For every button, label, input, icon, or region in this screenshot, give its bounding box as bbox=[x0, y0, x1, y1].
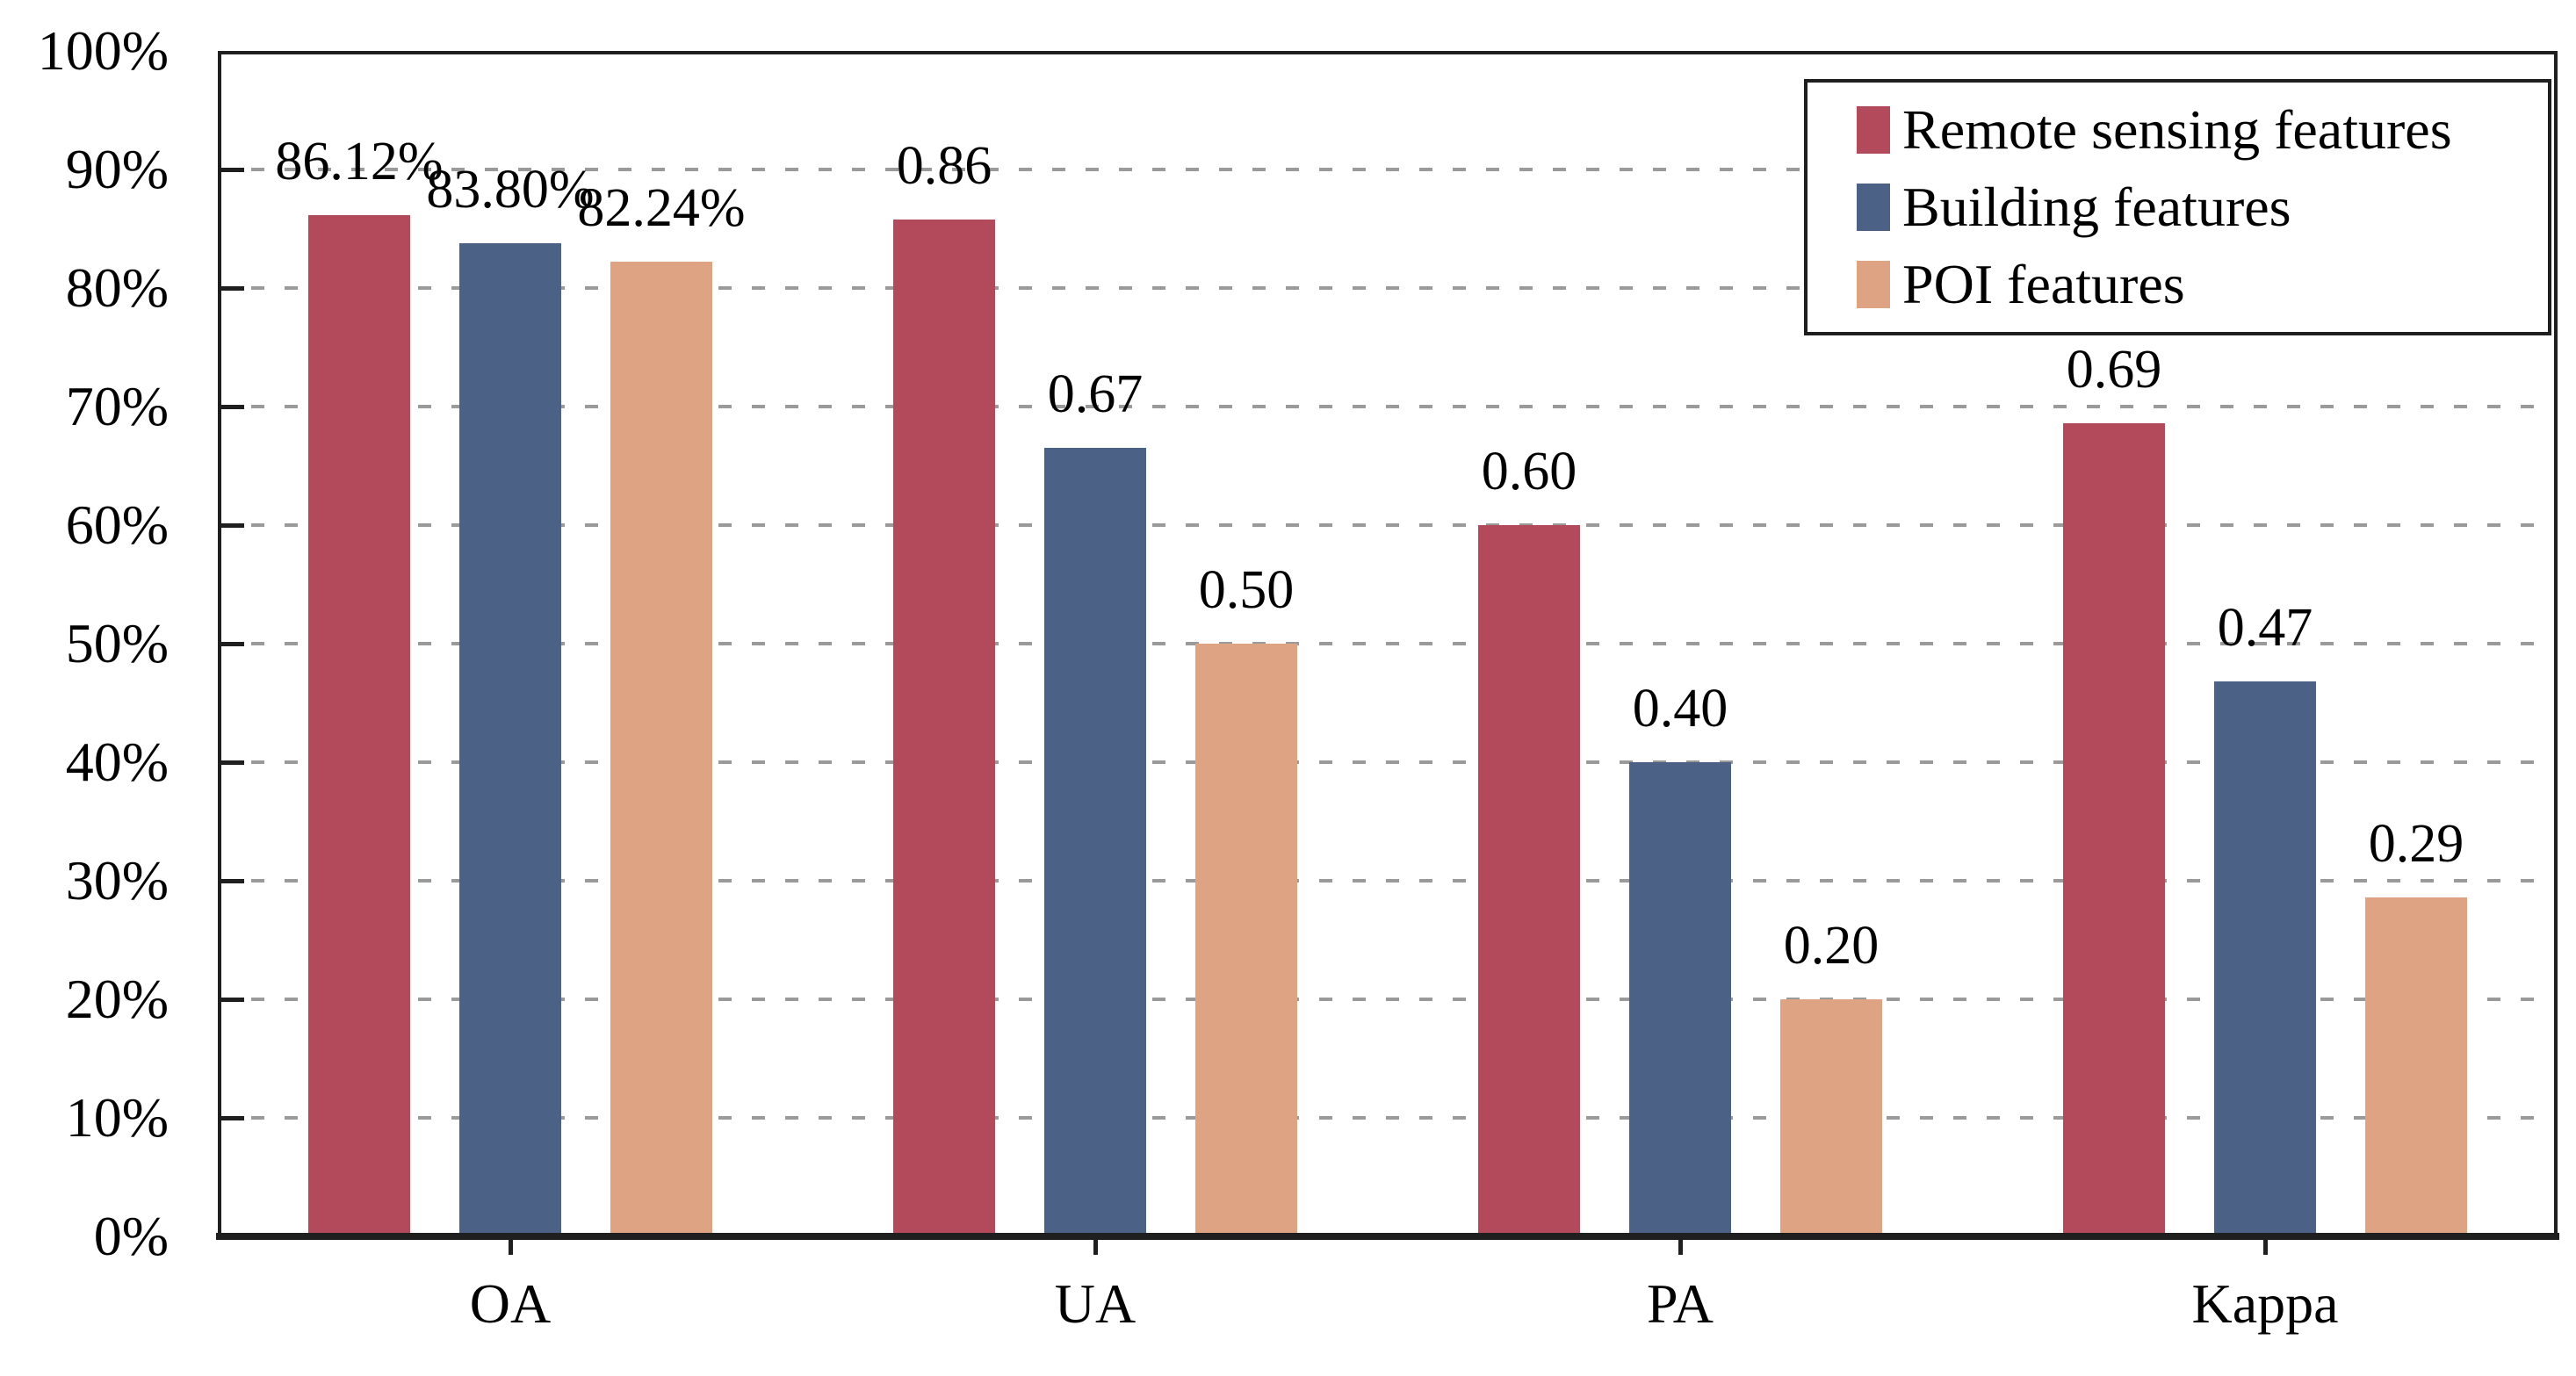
y-tick-label-0: 0% bbox=[93, 1205, 169, 1267]
x-axis-tick-OA bbox=[509, 1240, 513, 1255]
y-axis-tick-10 bbox=[218, 1116, 244, 1120]
x-axis-tick-Kappa bbox=[2263, 1240, 2268, 1255]
bar-UA-series-1 bbox=[1044, 448, 1146, 1236]
bar-value-label-Kappa-series-1: 0.47 bbox=[2217, 598, 2313, 659]
bar-PA-series-1 bbox=[1629, 762, 1731, 1236]
legend: Remote sensing features Building feature… bbox=[1804, 79, 2551, 335]
bar-Kappa-series-2 bbox=[2365, 897, 2467, 1236]
y-tick-label-70: 70% bbox=[65, 375, 169, 437]
bar-value-label-OA-series-0: 86.12% bbox=[275, 132, 444, 192]
legend-swatch-building-features bbox=[1857, 184, 1890, 231]
bar-PA-series-0 bbox=[1478, 525, 1580, 1236]
bar-value-label-UA-series-0: 0.86 bbox=[896, 135, 992, 196]
y-axis-tick-40 bbox=[218, 760, 244, 765]
legend-entry-poi-features: POI features bbox=[1857, 256, 2548, 313]
gridline-20 bbox=[218, 998, 2558, 1001]
y-axis-tick-50 bbox=[218, 642, 244, 646]
y-axis-tick-80 bbox=[218, 286, 244, 291]
bar-Kappa-series-1 bbox=[2214, 681, 2316, 1236]
bar-UA-series-0 bbox=[893, 219, 995, 1236]
y-tick-label-100: 100% bbox=[37, 19, 169, 82]
y-axis-tick-70 bbox=[218, 405, 244, 409]
category-label-OA: OA bbox=[469, 1272, 552, 1335]
legend-label: Building features bbox=[1902, 176, 2291, 238]
bar-value-label-UA-series-2: 0.50 bbox=[1198, 560, 1295, 620]
gridlines-layer bbox=[218, 51, 2558, 1236]
legend-label: POI features bbox=[1902, 253, 2185, 315]
gridline-50 bbox=[218, 642, 2558, 645]
bar-Kappa-series-0 bbox=[2063, 422, 2165, 1236]
category-label-UA: UA bbox=[1054, 1272, 1136, 1335]
plot-area: 86.12% 83.80% 82.24% 0.86 0.67 0.50 0.60 0.40 0.… bbox=[216, 51, 2559, 1240]
bar-value-label-OA-series-2: 82.24% bbox=[577, 177, 746, 238]
legend-swatch-remote-sensing-features bbox=[1857, 106, 1890, 154]
legend-swatch-poi-features bbox=[1857, 261, 1890, 308]
y-tick-label-30: 30% bbox=[65, 849, 169, 911]
bar-PA-series-2 bbox=[1780, 999, 1882, 1236]
gridline-40 bbox=[218, 760, 2558, 764]
legend-entry-building-features: Building features bbox=[1857, 179, 2548, 235]
bar-OA-series-0 bbox=[308, 215, 410, 1236]
y-tick-label-40: 40% bbox=[65, 731, 169, 793]
bar-value-label-PA-series-1: 0.40 bbox=[1632, 679, 1728, 738]
bar-value-label-UA-series-1: 0.67 bbox=[1047, 364, 1144, 425]
category-label-Kappa: Kappa bbox=[2191, 1272, 2339, 1335]
x-axis-line bbox=[216, 1233, 2559, 1240]
y-tick-label-90: 90% bbox=[65, 138, 169, 200]
bar-value-label-Kappa-series-2: 0.29 bbox=[2368, 813, 2464, 874]
y-axis-tick-90 bbox=[218, 168, 244, 172]
legend-entry-remote-sensing-features: Remote sensing features bbox=[1857, 102, 2548, 158]
y-tick-label-20: 20% bbox=[65, 968, 169, 1030]
y-axis-tick-20 bbox=[218, 998, 244, 1002]
y-tick-label-10: 10% bbox=[65, 1086, 169, 1149]
bars-layer: 86.12% 83.80% 82.24% 0.86 0.67 0.50 0.60 0.40 0.… bbox=[218, 51, 2558, 1236]
bar-value-label-Kappa-series-0: 0.69 bbox=[2066, 339, 2162, 400]
bar-value-label-OA-series-1: 83.80% bbox=[426, 159, 595, 220]
x-axis-tick-PA bbox=[1678, 1240, 1683, 1255]
y-tick-label-60: 60% bbox=[65, 493, 169, 556]
gridline-70 bbox=[218, 405, 2558, 408]
x-axis-tick-UA bbox=[1093, 1240, 1098, 1255]
y-tick-label-50: 50% bbox=[65, 612, 169, 674]
category-label-PA: PA bbox=[1647, 1272, 1714, 1335]
bar-OA-series-2 bbox=[610, 261, 712, 1236]
gridline-10 bbox=[218, 1116, 2558, 1120]
y-axis-tick-30 bbox=[218, 879, 244, 883]
y-axis-tick-60 bbox=[218, 523, 244, 528]
bar-value-label-PA-series-2: 0.20 bbox=[1783, 916, 1880, 976]
gridline-90 bbox=[218, 168, 2558, 171]
gridline-60 bbox=[218, 523, 2558, 527]
y-tick-label-80: 80% bbox=[65, 256, 169, 319]
legend-label: Remote sensing features bbox=[1902, 98, 2452, 161]
bar-value-label-PA-series-0: 0.60 bbox=[1481, 442, 1577, 501]
gridline-30 bbox=[218, 879, 2558, 883]
bar-OA-series-1 bbox=[459, 242, 561, 1236]
bar-UA-series-2 bbox=[1195, 644, 1297, 1236]
gridline-80 bbox=[218, 286, 2558, 290]
